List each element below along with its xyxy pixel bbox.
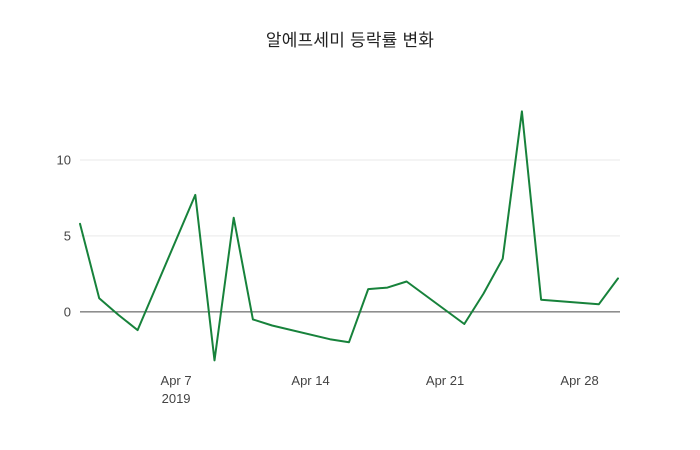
y-tick-label: 10: [57, 152, 71, 167]
x-tick-sublabel: 2019: [162, 391, 191, 406]
y-tick-label: 0: [64, 304, 71, 319]
y-tick-label: 5: [64, 228, 71, 243]
x-tick-label: Apr 14: [291, 373, 329, 388]
chart-title: 알에프세미 등락률 변화: [265, 31, 435, 50]
x-tick-label: Apr 28: [560, 373, 598, 388]
x-tick-label: Apr 7: [161, 373, 192, 388]
x-tick-label: Apr 21: [426, 373, 464, 388]
series-line[interactable]: [79, 110, 619, 362]
